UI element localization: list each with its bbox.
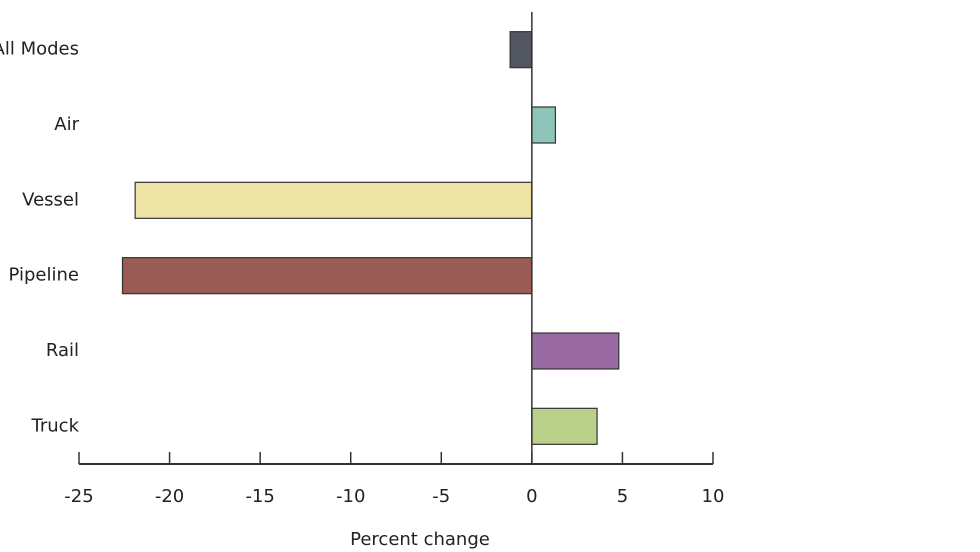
- y-tick-label: All Modes: [0, 39, 79, 60]
- bar: [509, 31, 533, 69]
- x-tick-label: -25: [64, 486, 93, 507]
- x-tick-label: 10: [702, 486, 725, 507]
- bar: [134, 181, 533, 219]
- y-tick-label: Vessel: [22, 189, 79, 210]
- y-tick-label: Truck: [31, 415, 80, 436]
- y-tick-label: Rail: [46, 340, 79, 361]
- y-tick-label: Pipeline: [9, 265, 79, 286]
- bar: [121, 257, 533, 295]
- x-tick-label: -5: [432, 486, 450, 507]
- x-axis-label: Percent change: [350, 529, 490, 550]
- x-tick-label: -20: [155, 486, 184, 507]
- bar: [531, 106, 557, 144]
- x-tick-label: -15: [245, 486, 274, 507]
- bar: [531, 332, 620, 370]
- x-tick-label: -10: [336, 486, 365, 507]
- x-tick-label: 5: [617, 486, 628, 507]
- x-tick-label: 0: [526, 486, 537, 507]
- bar: [531, 407, 598, 445]
- y-tick-label: Air: [54, 114, 79, 135]
